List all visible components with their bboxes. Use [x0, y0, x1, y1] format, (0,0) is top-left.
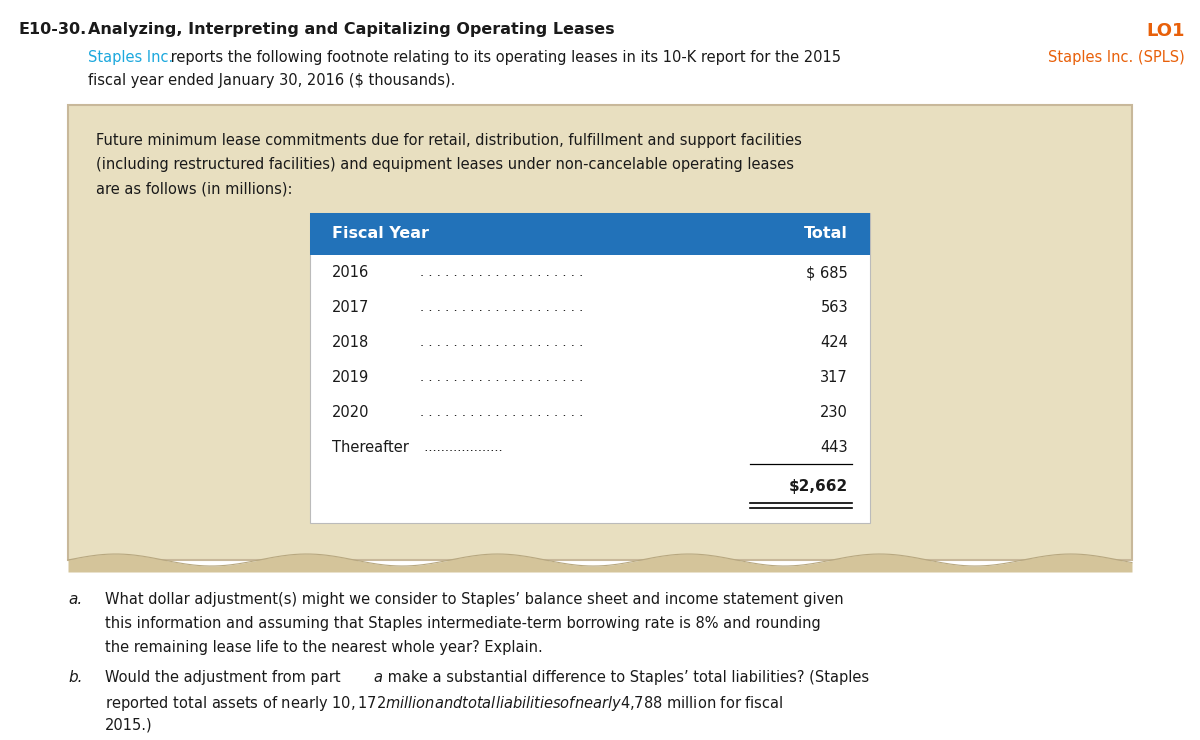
Text: . . . . . . . . . . . . . . . . . . . .: . . . . . . . . . . . . . . . . . . . .: [420, 371, 583, 384]
Text: Fiscal Year: Fiscal Year: [332, 226, 430, 241]
FancyBboxPatch shape: [310, 213, 870, 523]
Text: $ 685: $ 685: [806, 265, 848, 280]
FancyBboxPatch shape: [310, 213, 870, 255]
Text: Future minimum lease commitments due for retail, distribution, fulfillment and s: Future minimum lease commitments due for…: [96, 133, 802, 148]
Text: LO1: LO1: [1146, 22, 1186, 40]
Text: ...................: ...................: [420, 441, 503, 454]
Text: Thereafter: Thereafter: [332, 440, 409, 455]
Text: 2015.): 2015.): [106, 718, 152, 733]
Text: Staples Inc. (SPLS): Staples Inc. (SPLS): [1049, 50, 1186, 65]
Text: reported total assets of nearly $10,172 million and total liabilities of nearly : reported total assets of nearly $10,172 …: [106, 694, 784, 713]
Text: 2018: 2018: [332, 335, 370, 350]
Text: 2016: 2016: [332, 265, 370, 280]
Text: 424: 424: [820, 335, 848, 350]
Text: 443: 443: [821, 440, 848, 455]
Text: (including restructured facilities) and equipment leases under non-cancelable op: (including restructured facilities) and …: [96, 157, 794, 172]
Text: . . . . . . . . . . . . . . . . . . . .: . . . . . . . . . . . . . . . . . . . .: [420, 301, 583, 314]
Text: . . . . . . . . . . . . . . . . . . . .: . . . . . . . . . . . . . . . . . . . .: [420, 266, 583, 279]
Text: a.: a.: [68, 592, 83, 607]
Text: E10-30.: E10-30.: [18, 22, 86, 37]
Text: this information and assuming that Staples intermediate-term borrowing rate is 8: this information and assuming that Stapl…: [106, 616, 821, 631]
Text: 2020: 2020: [332, 405, 370, 420]
Text: What dollar adjustment(s) might we consider to Staples’ balance sheet and income: What dollar adjustment(s) might we consi…: [106, 592, 844, 607]
Text: 317: 317: [821, 370, 848, 385]
Text: $2,662: $2,662: [788, 480, 848, 494]
Text: Analyzing, Interpreting and Capitalizing Operating Leases: Analyzing, Interpreting and Capitalizing…: [88, 22, 614, 37]
Text: make a substantial difference to Staples’ total liabilities? (Staples: make a substantial difference to Staples…: [383, 670, 869, 685]
Text: the remaining lease life to the nearest whole year? Explain.: the remaining lease life to the nearest …: [106, 640, 542, 655]
Text: . . . . . . . . . . . . . . . . . . . .: . . . . . . . . . . . . . . . . . . . .: [420, 406, 583, 419]
Text: . . . . . . . . . . . . . . . . . . . .: . . . . . . . . . . . . . . . . . . . .: [420, 336, 583, 349]
Text: reports the following footnote relating to its operating leases in its 10-K repo: reports the following footnote relating …: [166, 50, 841, 65]
Text: Total: Total: [804, 226, 848, 241]
Text: Staples Inc.: Staples Inc.: [88, 50, 173, 65]
Text: 2019: 2019: [332, 370, 370, 385]
Text: 2017: 2017: [332, 300, 370, 315]
Text: a: a: [373, 670, 382, 685]
Text: fiscal year ended January 30, 2016 ($ thousands).: fiscal year ended January 30, 2016 ($ th…: [88, 73, 455, 88]
Text: Would the adjustment from part: Would the adjustment from part: [106, 670, 346, 685]
Text: b.: b.: [68, 670, 83, 685]
FancyBboxPatch shape: [68, 105, 1132, 560]
Text: 563: 563: [821, 300, 848, 315]
Text: 230: 230: [820, 405, 848, 420]
Text: are as follows (in millions):: are as follows (in millions):: [96, 181, 293, 196]
